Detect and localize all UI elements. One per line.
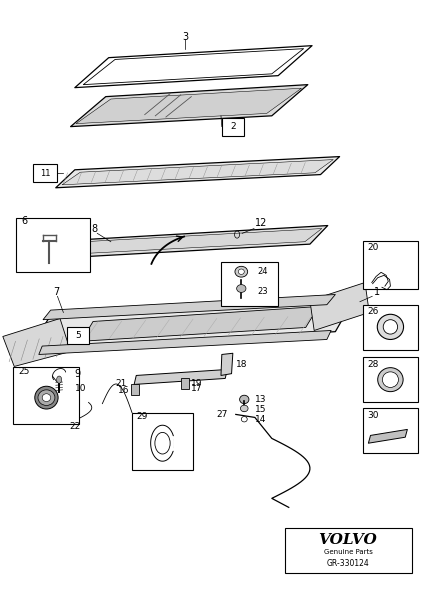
Bar xyxy=(181,379,189,389)
Text: 8: 8 xyxy=(92,224,98,234)
Polygon shape xyxy=(83,49,303,85)
Text: 13: 13 xyxy=(255,395,266,404)
Polygon shape xyxy=(62,160,333,185)
Polygon shape xyxy=(57,228,322,255)
Polygon shape xyxy=(71,85,308,127)
Polygon shape xyxy=(43,294,335,320)
Text: 21: 21 xyxy=(115,379,127,388)
Text: 23: 23 xyxy=(257,287,268,296)
FancyBboxPatch shape xyxy=(363,409,418,453)
Ellipse shape xyxy=(241,405,248,412)
Text: Genuine Parts: Genuine Parts xyxy=(323,549,372,555)
Polygon shape xyxy=(39,331,331,355)
Ellipse shape xyxy=(383,320,398,334)
FancyBboxPatch shape xyxy=(14,367,79,424)
Text: 24: 24 xyxy=(257,267,267,276)
Circle shape xyxy=(57,376,62,383)
FancyBboxPatch shape xyxy=(222,118,244,136)
Text: 29: 29 xyxy=(136,412,147,421)
Text: 17: 17 xyxy=(190,385,202,394)
Text: 12: 12 xyxy=(255,218,267,228)
Ellipse shape xyxy=(35,386,58,409)
Ellipse shape xyxy=(38,390,55,406)
FancyBboxPatch shape xyxy=(132,413,193,469)
Text: 22: 22 xyxy=(69,422,80,431)
Polygon shape xyxy=(3,319,71,367)
Text: 11: 11 xyxy=(40,169,51,178)
Polygon shape xyxy=(81,307,318,341)
Text: 6: 6 xyxy=(21,216,27,226)
Text: 18: 18 xyxy=(236,360,247,369)
Text: GR-330124: GR-330124 xyxy=(327,559,369,567)
FancyBboxPatch shape xyxy=(363,358,418,403)
FancyBboxPatch shape xyxy=(67,327,89,344)
FancyBboxPatch shape xyxy=(363,240,418,288)
Ellipse shape xyxy=(238,269,244,275)
Text: VOLVO: VOLVO xyxy=(319,533,377,548)
FancyBboxPatch shape xyxy=(284,528,411,573)
Text: 10: 10 xyxy=(75,383,86,392)
Polygon shape xyxy=(134,370,227,385)
Polygon shape xyxy=(368,430,407,443)
Ellipse shape xyxy=(378,368,403,392)
Ellipse shape xyxy=(241,416,247,422)
Ellipse shape xyxy=(382,372,399,388)
FancyBboxPatch shape xyxy=(363,305,418,350)
Text: 25: 25 xyxy=(18,367,30,376)
Polygon shape xyxy=(56,157,340,188)
Text: 27: 27 xyxy=(216,410,227,419)
Polygon shape xyxy=(76,88,301,124)
Polygon shape xyxy=(75,46,312,88)
Text: 20: 20 xyxy=(367,243,379,252)
Text: 28: 28 xyxy=(367,360,379,369)
Text: 9: 9 xyxy=(75,368,81,379)
Text: 5: 5 xyxy=(75,331,81,340)
Text: 7: 7 xyxy=(54,287,60,296)
FancyBboxPatch shape xyxy=(33,165,57,182)
Text: 19: 19 xyxy=(191,379,203,388)
Polygon shape xyxy=(30,294,357,349)
Text: 30: 30 xyxy=(367,411,379,420)
Text: 26: 26 xyxy=(367,307,379,316)
Polygon shape xyxy=(310,282,369,331)
Text: 14: 14 xyxy=(255,415,266,424)
Text: 1: 1 xyxy=(374,287,380,296)
Text: 16: 16 xyxy=(118,386,129,395)
Text: 3: 3 xyxy=(182,32,188,41)
Polygon shape xyxy=(51,225,328,258)
Text: 2: 2 xyxy=(230,122,235,131)
Ellipse shape xyxy=(235,266,248,277)
FancyBboxPatch shape xyxy=(16,218,90,272)
Ellipse shape xyxy=(237,285,246,293)
Bar xyxy=(131,385,139,395)
Text: 15: 15 xyxy=(255,405,266,414)
FancyBboxPatch shape xyxy=(221,261,278,307)
Ellipse shape xyxy=(240,395,249,404)
Ellipse shape xyxy=(42,394,51,401)
Ellipse shape xyxy=(377,314,404,340)
Polygon shape xyxy=(221,353,233,376)
